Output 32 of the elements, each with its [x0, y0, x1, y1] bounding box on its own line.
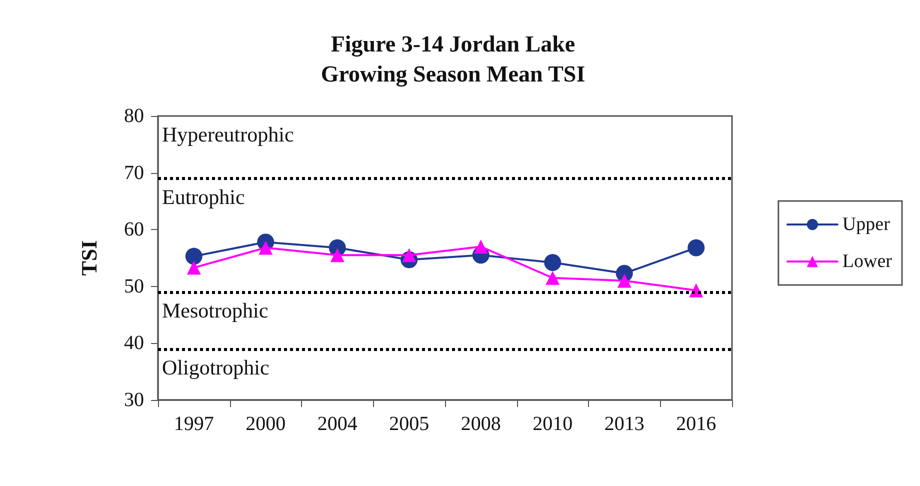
x-tick-label: 2013: [604, 413, 644, 435]
y-axis-title: TSI: [76, 240, 102, 276]
y-tick-label: 40: [124, 332, 144, 354]
annotation: Eutrophic: [162, 184, 245, 209]
y-tick-label: 30: [124, 389, 144, 411]
x-tick-label: 2000: [246, 413, 286, 435]
annotation: Oligotrophic: [162, 355, 270, 380]
point: [258, 240, 273, 255]
x-tick-label: 1997: [174, 413, 214, 435]
x-tick-label: 2008: [460, 413, 501, 435]
x-tick-label: 2004: [317, 413, 358, 435]
y-tick-label: 80: [124, 105, 144, 127]
y-tick-label: 70: [124, 162, 144, 184]
x-tick-label: 2016: [676, 413, 716, 435]
y-tick-label: 60: [124, 218, 144, 241]
point: [186, 260, 201, 275]
point: [688, 239, 705, 256]
point: [617, 274, 632, 288]
legend-label: Lower: [842, 251, 893, 272]
annotation: Mesotrophic: [162, 298, 268, 323]
x-tick-label: 2005: [389, 413, 430, 435]
point: [185, 248, 202, 265]
point: [474, 240, 488, 254]
annotation: Hypereutrophic: [162, 122, 294, 146]
point: [402, 248, 416, 262]
legend-label: Upper: [842, 214, 891, 235]
point: [330, 248, 344, 262]
x-tick-label: 2010: [532, 413, 573, 435]
point: [544, 254, 562, 272]
y-tick-label: 50: [124, 275, 144, 298]
chart-title: Figure 3-14 Jordan Lake Growing Season Mean TSI: [320, 32, 586, 88]
point: [546, 270, 560, 285]
